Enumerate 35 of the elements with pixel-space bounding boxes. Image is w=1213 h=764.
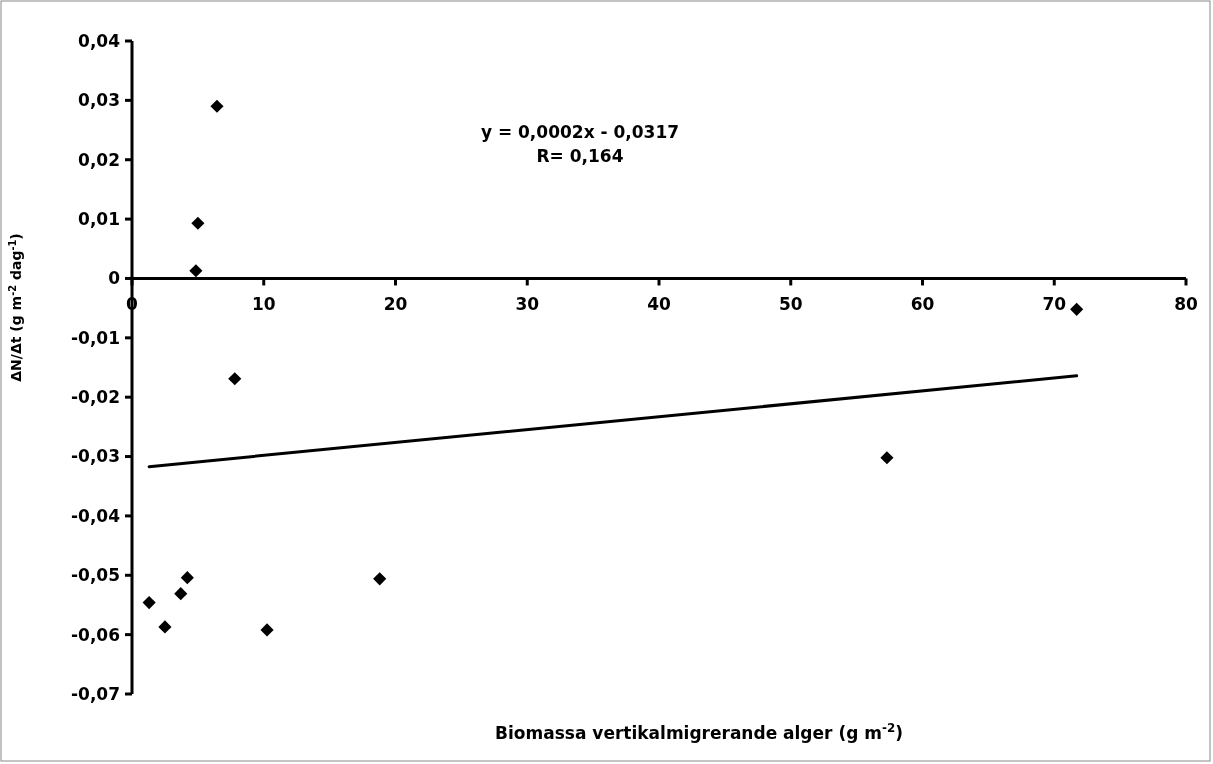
x-tick-label: 70 <box>1042 294 1067 315</box>
y-tick-label: 0,02 <box>78 149 120 170</box>
point <box>228 372 242 386</box>
x-tick-label: 60 <box>910 294 935 315</box>
y-tick-label: -0,07 <box>71 683 120 704</box>
x-axis-title: Biomassa vertikalmigrerande alger (g m$^{-2}$) <box>495 721 903 743</box>
y-tick-label: 0,03 <box>78 90 120 111</box>
x-tick-label: 30 <box>515 294 540 315</box>
y-tick-label: -0,04 <box>71 505 121 526</box>
y-tick-label: -0,06 <box>71 624 120 645</box>
y-tick-label: 0,01 <box>78 209 120 230</box>
point <box>210 99 224 113</box>
point <box>189 264 203 278</box>
x-tick-label: 10 <box>251 294 276 315</box>
point <box>191 216 205 230</box>
y-tick-label: 0 <box>108 268 121 289</box>
point <box>180 571 194 585</box>
point <box>880 451 894 465</box>
y-tick-label: 0,04 <box>78 30 121 51</box>
x-tick-label: 40 <box>647 294 671 315</box>
annotation: R= 0,164 <box>536 146 624 166</box>
point <box>1070 302 1084 316</box>
y-tick-label: -0,05 <box>71 565 120 586</box>
point <box>373 572 387 586</box>
x-tick-label: 50 <box>778 294 803 315</box>
y-tick-label: -0,02 <box>71 387 120 408</box>
y-tick-label: -0,03 <box>71 446 120 467</box>
x-tick-label: 80 <box>1174 294 1198 315</box>
point <box>158 620 172 634</box>
y-tick-label: -0,01 <box>71 327 120 348</box>
point <box>142 596 156 610</box>
point <box>260 623 274 637</box>
x-tick-label: 20 <box>383 294 408 315</box>
annotation: y = 0,0002x - 0,0317 <box>480 122 680 142</box>
point <box>174 587 188 601</box>
